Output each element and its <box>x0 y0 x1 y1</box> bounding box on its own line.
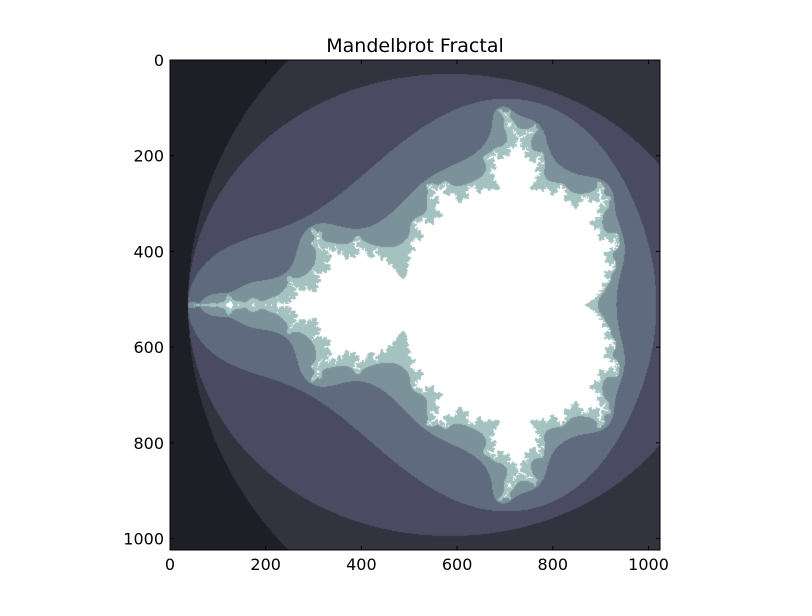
x-tick-label: 600 <box>442 555 473 574</box>
y-tick-label: 200 <box>133 147 164 166</box>
fractal-heatmap <box>170 60 660 550</box>
chart-title: Mandelbrot Fractal <box>326 35 504 57</box>
y-tick-label: 0 <box>154 51 164 70</box>
x-tick-label: 1000 <box>628 555 669 574</box>
x-tick-label: 200 <box>250 555 281 574</box>
x-tick-label: 0 <box>165 555 175 574</box>
y-tick-label: 600 <box>133 338 164 357</box>
y-tick-label: 800 <box>133 434 164 453</box>
plot-area <box>170 60 660 550</box>
axes-frame <box>169 59 661 551</box>
x-axis: 0 200 400 600 800 1000 <box>165 60 669 574</box>
y-axis: 0 200 400 600 800 1000 <box>123 51 660 549</box>
y-tick-label: 1000 <box>123 530 164 549</box>
x-tick-label: 400 <box>346 555 377 574</box>
y-tick-label: 400 <box>133 242 164 261</box>
x-tick-label: 800 <box>538 555 569 574</box>
